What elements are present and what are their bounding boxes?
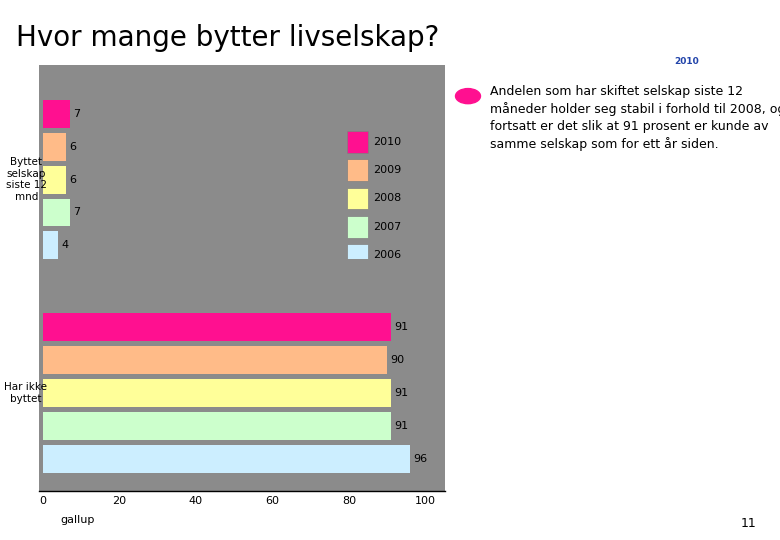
Bar: [347, 159, 367, 181]
Circle shape: [456, 89, 480, 104]
Bar: [43, 100, 69, 128]
Text: gallup: gallup: [60, 515, 94, 525]
Text: Finansbarometer: Finansbarometer: [652, 42, 721, 48]
Bar: [347, 131, 367, 152]
Bar: [347, 244, 367, 266]
Text: 2006: 2006: [374, 250, 402, 260]
Bar: [43, 133, 66, 161]
Text: 91: 91: [394, 421, 408, 431]
Text: 7: 7: [73, 207, 80, 218]
Text: 11: 11: [741, 517, 757, 530]
Text: 90: 90: [390, 355, 404, 365]
Bar: [43, 199, 69, 226]
Bar: [43, 231, 58, 259]
Text: Byttet
selskap
siste 12
mnd: Byttet selskap siste 12 mnd: [5, 157, 47, 202]
Bar: [43, 412, 391, 440]
Bar: [43, 379, 391, 407]
Text: 91: 91: [394, 322, 408, 332]
Bar: [43, 166, 66, 194]
Bar: [347, 216, 367, 238]
Text: 2009: 2009: [374, 165, 402, 175]
Text: 6: 6: [69, 174, 76, 185]
Text: 2008: 2008: [374, 193, 402, 204]
Text: Andelen som har skiftet selskap siste 12
måneder holder seg stabil i forhold til: Andelen som har skiftet selskap siste 12…: [490, 85, 780, 152]
Text: 96: 96: [413, 454, 427, 463]
Text: Norsk: Norsk: [672, 24, 700, 33]
Text: 6: 6: [69, 142, 76, 152]
Bar: [347, 187, 367, 209]
Text: 2010: 2010: [374, 137, 402, 147]
Text: 2010: 2010: [674, 57, 699, 66]
Text: tns: tns: [26, 513, 48, 526]
Bar: [43, 313, 391, 341]
Bar: [43, 444, 410, 472]
Bar: [43, 346, 387, 374]
Text: Hvor mange bytter livselskap?: Hvor mange bytter livselskap?: [16, 24, 439, 52]
Text: 91: 91: [394, 388, 408, 398]
Text: Har ikke
byttet: Har ikke byttet: [4, 382, 47, 404]
Text: 7: 7: [73, 109, 80, 119]
Text: 4: 4: [61, 240, 69, 250]
Text: 2007: 2007: [374, 222, 402, 232]
